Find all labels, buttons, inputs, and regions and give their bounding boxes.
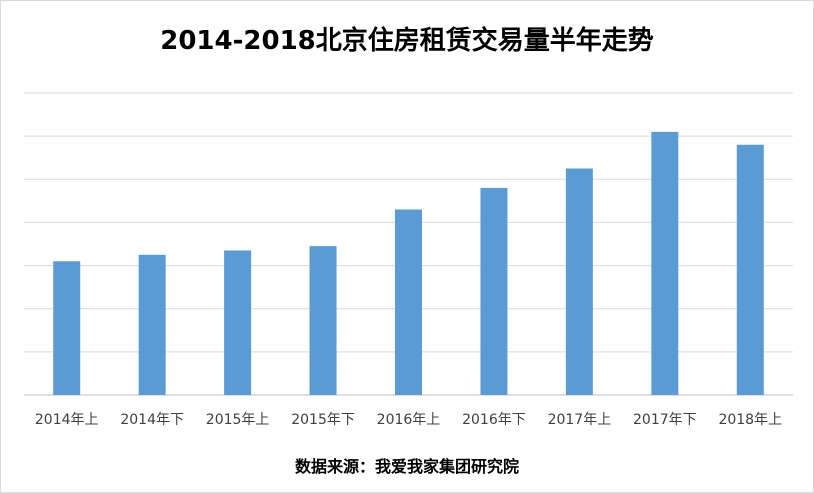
bar-6	[565, 168, 593, 395]
bar-3	[309, 246, 337, 395]
x-tick-label: 2016年上	[377, 412, 441, 428]
chart-title: 2014-2018北京住房租赁交易量半年走势	[160, 26, 654, 56]
x-tick-label: 2018年上	[718, 412, 782, 428]
source-note: 数据来源：我爱我家集团研究院	[294, 457, 519, 476]
bar-5	[480, 187, 508, 395]
bar-7	[651, 131, 679, 396]
x-tick-label: 2014年下	[120, 412, 184, 428]
bar-1	[138, 254, 166, 395]
x-tick-labels: 2014年上 2014年下 2015年上 2015年下 2016年上 2016年下 2017…	[35, 412, 782, 428]
x-tick-label: 2015年上	[206, 412, 270, 428]
x-tick-label: 2014年上	[35, 412, 99, 428]
x-tick-label: 2017年上	[548, 412, 612, 428]
bar-0	[53, 261, 81, 395]
x-tick-label: 2015年下	[291, 412, 355, 428]
bar-8	[736, 144, 764, 395]
bars	[53, 131, 764, 396]
bar-4	[395, 209, 422, 395]
bar-2	[224, 250, 252, 395]
x-tick-label: 2017年下	[633, 412, 697, 428]
x-tick-label: 2016年下	[462, 412, 526, 428]
